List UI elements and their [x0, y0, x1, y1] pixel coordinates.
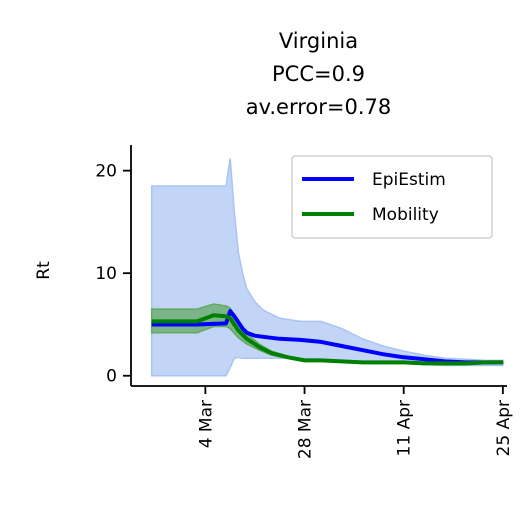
- legend-box: [291, 155, 493, 239]
- axes: 0 10 20 Rt 4 Mar 28 Mar 11 Apr 25 Apr: [34, 145, 514, 459]
- x-tick-label: 28 Mar: [296, 400, 316, 459]
- y-axis-label: Rt: [34, 261, 54, 280]
- plot-area: [150, 158, 504, 377]
- x-tick-label: 25 Apr: [494, 400, 514, 456]
- x-tick-label: 11 Apr: [395, 400, 415, 456]
- x-tick-label: 4 Mar: [196, 400, 216, 448]
- chart-title-line-1: Virginia: [278, 29, 359, 53]
- legend: EpiEstim Mobility: [291, 155, 493, 239]
- y-tick-label: 0: [106, 367, 117, 387]
- mobility-line: [151, 313, 503, 366]
- chart-title-line-3: av.error=0.78: [245, 95, 392, 119]
- mobility-legend-label: Mobility: [372, 205, 439, 225]
- y-tick-label: 10: [95, 264, 117, 284]
- y-tick-label: 20: [95, 162, 117, 182]
- epiestim-line: [151, 309, 503, 365]
- epiestim-legend-label: EpiEstim: [372, 170, 446, 190]
- chart-title-line-2: PCC=0.9: [272, 62, 365, 86]
